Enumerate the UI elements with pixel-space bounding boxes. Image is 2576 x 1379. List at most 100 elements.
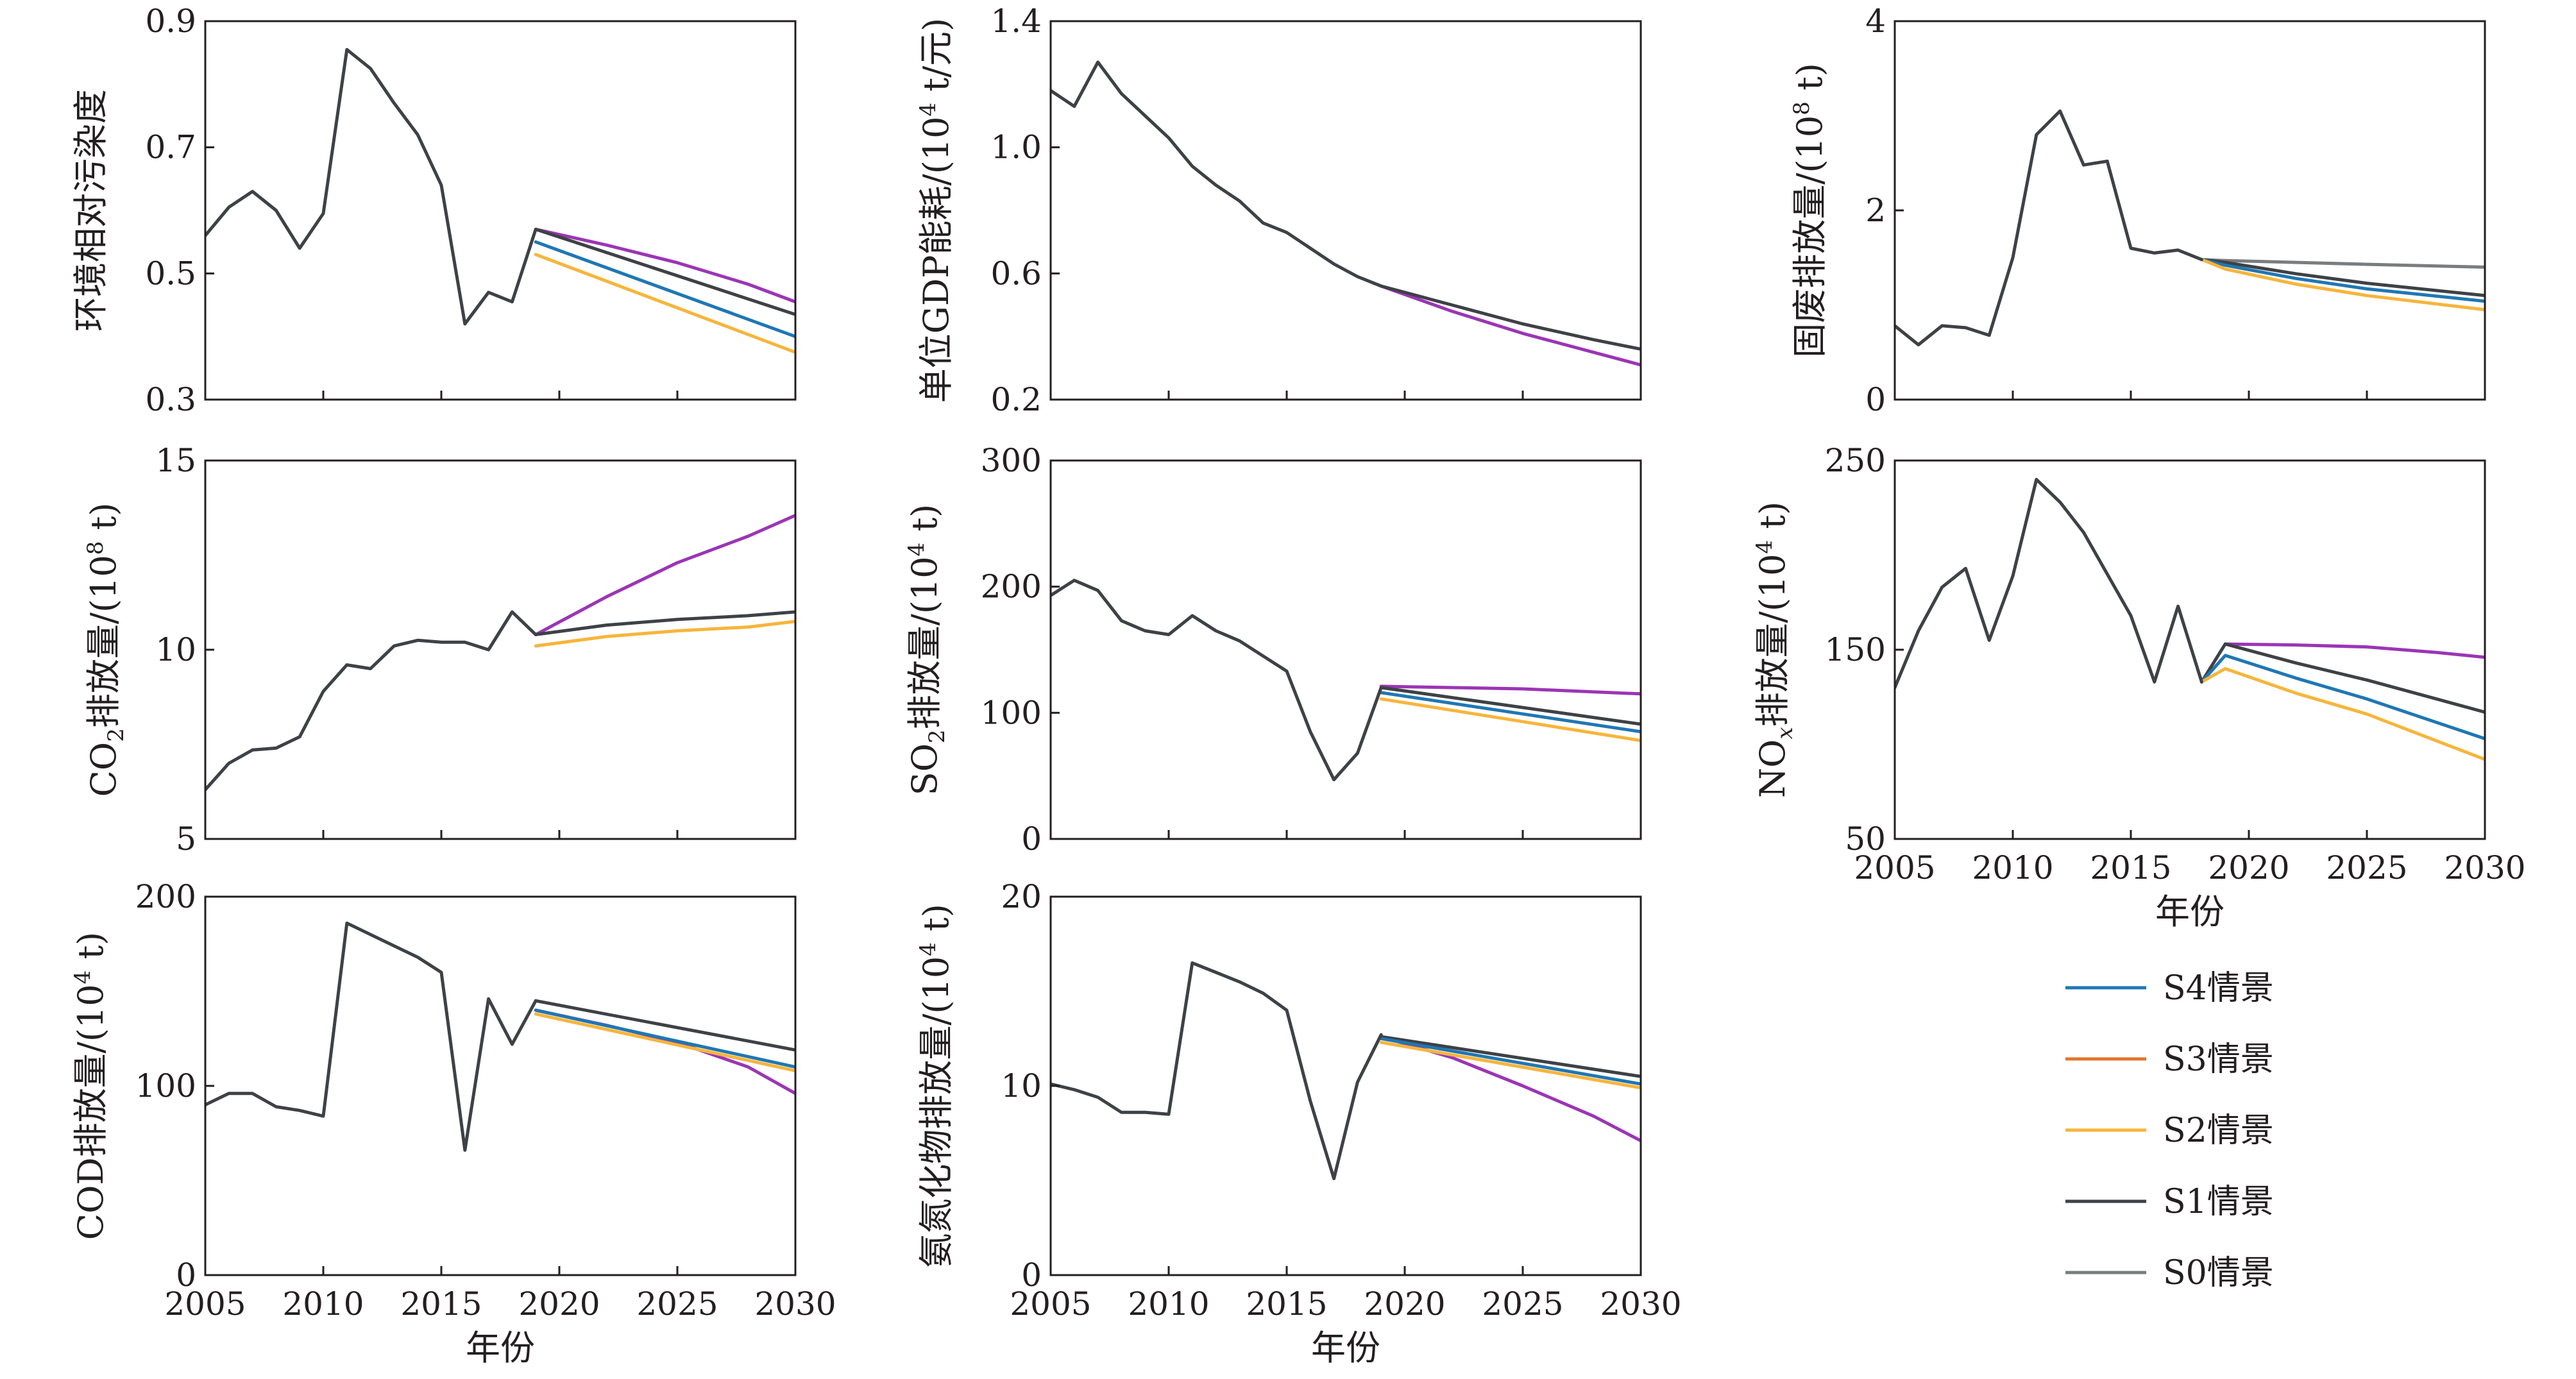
x-tick-label: 2020	[518, 1285, 600, 1323]
series-line-extra	[1379, 284, 1641, 367]
y-axis-label-text: NO	[1752, 740, 1793, 799]
series-line-history	[205, 47, 538, 326]
y-axis-label-text: t)	[1752, 502, 1793, 540]
series-line-extra	[1379, 684, 1641, 696]
series-line-s4	[2199, 258, 2485, 303]
x-tick-label: 2005	[1854, 849, 1935, 886]
legend-label: S3情景	[2163, 1040, 2274, 1079]
y-tick-label: 100	[135, 1067, 196, 1104]
y-axis-label-superscript: 8	[1789, 101, 1815, 115]
series-line-extra	[1379, 1035, 1641, 1142]
y-axis-label-text: 氨氮化物排放量/(10	[916, 956, 956, 1268]
series-line-s1	[1379, 1035, 1641, 1078]
series-line-history	[1051, 579, 1383, 782]
series-line-s1	[534, 610, 795, 636]
y-axis-label-text: t)	[916, 904, 956, 942]
x-tick-label: 2025	[636, 1285, 718, 1323]
y-tick-label: 200	[981, 568, 1042, 605]
series-line-extra	[2223, 642, 2485, 659]
x-tick-label: 2030	[754, 1285, 836, 1323]
y-axis-label: NOx排放量/(104 t)	[1752, 502, 1798, 798]
plot-frame	[1894, 20, 2486, 401]
panel-energy-per-gdp: 单位GDP能耗/(104 t/元) 0.2 0.6 1.0 1.4	[915, 3, 1642, 418]
series-group	[1895, 478, 2485, 761]
legend-label: S1情景	[2163, 1183, 2274, 1221]
series-line-s2	[534, 620, 795, 648]
x-tick-label: 2020	[1364, 1285, 1445, 1323]
y-axis-label-text: 固废排放量/(10	[1790, 115, 1830, 358]
y-axis-label: 氨氮化物排放量/(104 t)	[915, 904, 956, 1268]
y-axis-label-text: t/元)	[916, 18, 956, 103]
y-tick-label: 2	[1865, 192, 1886, 229]
y-axis-label: CO2排放量/(108 t)	[83, 503, 129, 797]
plot-frame	[204, 20, 797, 401]
y-axis-label: COD排放量/(104 t)	[70, 932, 111, 1240]
y-axis-label-subscript: 2	[924, 729, 950, 743]
series-group	[1051, 579, 1641, 782]
series-line-history	[1051, 961, 1383, 1180]
y-tick-label: 0	[1021, 820, 1042, 858]
legend-item-s4: S4情景	[2065, 969, 2274, 1008]
series-line-extra	[534, 228, 795, 304]
series-group	[1051, 961, 1641, 1180]
y-tick-label: 0.3	[145, 381, 196, 418]
y-tick-label: 300	[981, 442, 1042, 479]
series-line-s4	[2199, 654, 2485, 741]
y-tick-label: 200	[135, 878, 196, 915]
legend-label: S2情景	[2163, 1112, 2274, 1150]
panel-nox: NOx排放量/(104 t) 50 150 250 2005 2010 2015 2020 2…	[1752, 442, 2526, 932]
series-group	[205, 47, 795, 354]
y-tick-label: 10	[155, 631, 196, 668]
legend-item-s3: S3情景	[2065, 1040, 2274, 1079]
y-tick-label: 250	[1825, 442, 1886, 479]
y-tick-label: 1.0	[990, 129, 1042, 166]
series-line-s2	[2199, 258, 2485, 312]
panel-so2: SO2排放量/(104 t) 0 100 200 300	[904, 442, 1642, 858]
series-line-s2	[1379, 697, 1641, 743]
y-tick-label: 0	[1865, 381, 1886, 418]
y-axis-label-superscript: 4	[904, 543, 929, 557]
y-axis-label-superscript: 4	[915, 942, 941, 956]
x-tick-label: 2015	[2090, 849, 2171, 886]
series-line-s1	[2199, 642, 2485, 714]
y-tick-label: 15	[155, 442, 196, 479]
legend-item-s2: S2情景	[2065, 1112, 2274, 1150]
y-axis-label: SO2排放量/(104 t)	[904, 504, 950, 795]
y-tick-label: 50	[1845, 820, 1886, 858]
y-axis-label-text: t)	[71, 932, 111, 970]
x-axis-label: 年份	[1311, 1328, 1380, 1368]
y-tick-label: 0.5	[145, 255, 196, 292]
plot-frame	[1049, 459, 1642, 840]
series-line-s2	[2199, 667, 2485, 761]
series-line-history	[1895, 109, 2203, 346]
series-group	[205, 921, 795, 1152]
y-tick-label: 5	[176, 820, 196, 858]
y-axis-label-subscript: 2	[103, 728, 129, 742]
y-axis-label: 环境相对污染度	[71, 89, 111, 332]
series-line-s1	[1379, 686, 1641, 726]
series-line-history	[1051, 60, 1383, 288]
series-line-s2	[1379, 1040, 1641, 1090]
y-axis-label-text: 环境相对污染度	[71, 89, 111, 332]
series-line-s4	[534, 240, 795, 339]
x-axis-label: 年份	[2155, 892, 2224, 932]
series-line-s4	[534, 1008, 795, 1069]
y-tick-label: 0.2	[990, 381, 1042, 418]
y-axis-label-text: CO	[83, 742, 124, 797]
y-axis-label-superscript: 4	[915, 103, 941, 117]
series-line-s2	[534, 1012, 795, 1072]
plot-frame	[1049, 895, 1642, 1276]
series-line-s1	[2199, 258, 2485, 298]
series-group	[205, 514, 795, 791]
x-tick-label: 2010	[1972, 849, 2053, 886]
y-axis-label-text: 排放量/(10	[904, 556, 945, 729]
y-axis-label-text: 单位GDP能耗/(10	[916, 117, 956, 403]
series-line-s1	[534, 999, 795, 1052]
y-tick-label: 20	[1001, 878, 1042, 915]
x-tick-label: 2015	[400, 1285, 482, 1323]
y-axis-label-superscript: 4	[70, 970, 96, 985]
y-axis-label-text: SO	[904, 743, 945, 795]
y-axis-label-superscript: 8	[83, 541, 108, 555]
y-axis-label-text: t)	[904, 504, 945, 543]
